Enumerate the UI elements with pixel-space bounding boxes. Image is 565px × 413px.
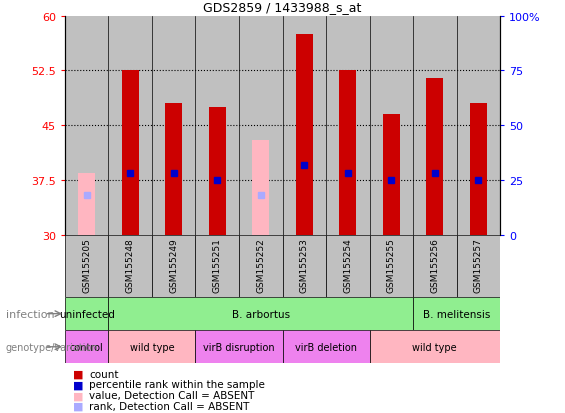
- Bar: [65, 17, 108, 235]
- Text: GSM155253: GSM155253: [300, 237, 308, 292]
- Bar: [108, 330, 195, 363]
- Text: percentile rank within the sample: percentile rank within the sample: [89, 380, 265, 389]
- Text: wild type: wild type: [412, 342, 457, 352]
- Text: rank, Detection Call = ABSENT: rank, Detection Call = ABSENT: [89, 401, 250, 411]
- Bar: [383, 115, 400, 235]
- Bar: [282, 235, 326, 297]
- Bar: [282, 330, 370, 363]
- Bar: [457, 17, 500, 235]
- Bar: [65, 330, 108, 363]
- Bar: [295, 35, 313, 235]
- Text: ■: ■: [73, 401, 84, 411]
- Text: virB deletion: virB deletion: [295, 342, 357, 352]
- Text: ■: ■: [73, 380, 84, 389]
- Text: GSM155249: GSM155249: [170, 237, 178, 292]
- Bar: [326, 235, 370, 297]
- Bar: [326, 17, 370, 235]
- Text: GSM155205: GSM155205: [82, 237, 91, 292]
- Bar: [470, 104, 487, 235]
- Text: GSM155255: GSM155255: [387, 237, 396, 292]
- Text: virB disruption: virB disruption: [203, 342, 275, 352]
- Bar: [108, 17, 152, 235]
- Bar: [239, 235, 282, 297]
- Text: infection: infection: [6, 309, 54, 319]
- Text: B. arbortus: B. arbortus: [232, 309, 290, 319]
- Bar: [413, 17, 457, 235]
- Bar: [78, 173, 95, 235]
- Bar: [108, 235, 152, 297]
- Bar: [208, 108, 226, 235]
- Text: value, Detection Call = ABSENT: value, Detection Call = ABSENT: [89, 390, 255, 400]
- Bar: [152, 17, 195, 235]
- Text: GSM155254: GSM155254: [344, 237, 352, 292]
- Text: wild type: wild type: [130, 342, 174, 352]
- Text: uninfected: uninfected: [59, 309, 115, 319]
- Text: ■: ■: [73, 369, 84, 379]
- Text: GSM155248: GSM155248: [126, 237, 134, 292]
- Text: GSM155252: GSM155252: [257, 237, 265, 292]
- Bar: [195, 330, 282, 363]
- Text: B. melitensis: B. melitensis: [423, 309, 490, 319]
- Bar: [457, 235, 500, 297]
- Text: GSM155256: GSM155256: [431, 237, 439, 292]
- Bar: [370, 330, 500, 363]
- Bar: [65, 297, 108, 330]
- Bar: [413, 235, 457, 297]
- Bar: [65, 235, 108, 297]
- Bar: [282, 17, 326, 235]
- Text: GSM155257: GSM155257: [474, 237, 483, 292]
- Title: GDS2859 / 1433988_s_at: GDS2859 / 1433988_s_at: [203, 1, 362, 14]
- Bar: [152, 235, 195, 297]
- Bar: [252, 140, 270, 235]
- Bar: [195, 17, 239, 235]
- Text: GSM155251: GSM155251: [213, 237, 221, 292]
- Bar: [165, 104, 182, 235]
- Bar: [339, 71, 357, 235]
- Bar: [121, 71, 139, 235]
- Bar: [195, 235, 239, 297]
- Text: count: count: [89, 369, 119, 379]
- Bar: [108, 297, 413, 330]
- Bar: [370, 17, 413, 235]
- Bar: [426, 78, 444, 235]
- Text: control: control: [70, 342, 103, 352]
- Text: ■: ■: [73, 390, 84, 400]
- Text: genotype/variation: genotype/variation: [6, 342, 98, 352]
- Bar: [413, 297, 500, 330]
- Bar: [370, 235, 413, 297]
- Bar: [239, 17, 282, 235]
